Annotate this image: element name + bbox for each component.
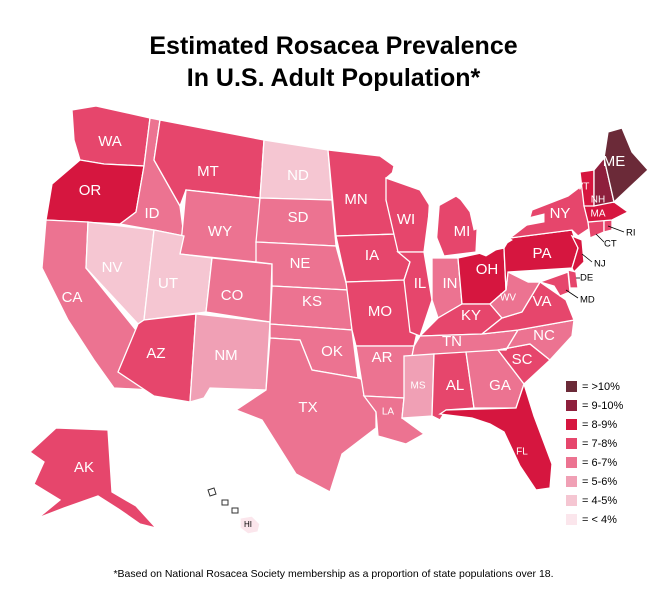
state-ct <box>587 219 605 239</box>
label-ms: MS <box>411 381 426 392</box>
legend-label: = >10% <box>582 380 620 393</box>
legend-item: = 6-7% <box>566 453 623 472</box>
label-va: VA <box>533 293 552 310</box>
label-mo: MO <box>368 303 392 320</box>
label-nj: NJ <box>594 259 606 270</box>
label-ny: NY <box>550 205 571 222</box>
label-wv: WV <box>500 293 516 304</box>
legend-label: = 7-8% <box>582 437 618 450</box>
title-line-1: Estimated Rosacea Prevalence <box>149 32 518 60</box>
label-mi: MI <box>454 223 471 240</box>
state-il <box>396 251 433 337</box>
label-nh: NH <box>591 195 605 206</box>
legend-swatch <box>566 381 577 392</box>
lake-ontario <box>519 213 545 227</box>
label-ca: CA <box>62 289 83 306</box>
label-pa: PA <box>533 245 552 262</box>
label-ut: UT <box>158 275 178 292</box>
legend-item: = >10% <box>566 377 623 396</box>
leader-nj <box>581 253 593 263</box>
label-wy: WY <box>208 223 232 240</box>
legend-swatch <box>566 457 577 468</box>
legend-label: = < 4% <box>582 513 617 526</box>
label-de: DE <box>580 273 593 284</box>
legend-swatch <box>566 514 577 525</box>
label-or: OR <box>79 182 102 199</box>
title-line-2: In U.S. Adult Population* <box>186 64 481 92</box>
legend-swatch <box>566 419 577 430</box>
label-hi: HI <box>244 520 252 529</box>
legend-label: = 9-10% <box>582 399 624 412</box>
legend-label: = 6-7% <box>582 456 618 469</box>
label-oh: OH <box>476 261 499 278</box>
label-sc: SC <box>512 351 533 368</box>
legend-item: = < 4% <box>566 510 623 529</box>
legend-swatch <box>566 400 577 411</box>
legend-label: = 5-6% <box>582 475 618 488</box>
label-az: AZ <box>146 345 165 362</box>
legend-item: = 9-10% <box>566 396 623 415</box>
state-hi <box>239 515 261 535</box>
legend-swatch <box>566 495 577 506</box>
label-al: AL <box>446 377 464 394</box>
label-fl: FL <box>516 447 528 458</box>
lake-huron <box>457 195 485 231</box>
leader-ri <box>607 225 625 233</box>
label-md: MD <box>580 295 595 306</box>
legend-item: = 4-5% <box>566 491 623 510</box>
label-ky: KY <box>461 307 481 324</box>
label-ma: MA <box>591 209 606 220</box>
label-nv: NV <box>102 259 123 276</box>
label-mn: MN <box>344 191 367 208</box>
state-tx <box>234 337 377 493</box>
lake-erie <box>474 235 513 257</box>
label-wi: WI <box>397 211 415 228</box>
label-me: ME <box>603 153 626 170</box>
legend-swatch <box>566 438 577 449</box>
label-ne: NE <box>290 255 311 272</box>
label-nd: ND <box>287 167 309 184</box>
legend-item: = 8-9% <box>566 415 623 434</box>
label-la: LA <box>382 407 395 418</box>
legend-label: = 4-5% <box>582 494 618 507</box>
state-me <box>603 127 649 204</box>
label-ks: KS <box>302 293 322 310</box>
label-id: ID <box>145 205 160 222</box>
state-fl <box>438 381 553 491</box>
label-nm: NM <box>214 347 237 364</box>
label-in: IN <box>443 275 458 292</box>
legend-item: = 5-6% <box>566 472 623 491</box>
label-ia: IA <box>365 247 379 264</box>
lake-michigan <box>427 189 441 253</box>
legend-swatch <box>566 476 577 487</box>
map-title: Estimated Rosacea Prevalence In U.S. Adu… <box>0 30 667 94</box>
lake-superior <box>385 163 454 187</box>
label-il: IL <box>414 275 427 292</box>
label-ar: AR <box>372 349 393 366</box>
leader-ct <box>595 233 605 243</box>
label-sd: SD <box>288 209 309 226</box>
state-ms <box>401 353 435 419</box>
legend: = >10% = 9-10% = 8-9% = 7-8% = 6-7% = 5-6% = 4… <box>566 377 623 529</box>
label-nc: NC <box>533 327 555 344</box>
label-vt: VT <box>577 182 590 193</box>
legend-item: = 7-8% <box>566 434 623 453</box>
label-mt: MT <box>197 163 219 180</box>
label-tn: TN <box>442 333 462 350</box>
label-ri: RI <box>626 228 636 239</box>
label-wa: WA <box>98 133 122 150</box>
label-ct: CT <box>604 239 617 250</box>
label-tx: TX <box>298 399 317 416</box>
label-ga: GA <box>489 377 511 394</box>
leader-md <box>565 289 579 299</box>
state-ak <box>28 427 158 530</box>
footnote: *Based on National Rosacea Society membe… <box>113 568 554 580</box>
label-ak: AK <box>74 459 94 476</box>
label-ok: OK <box>321 343 343 360</box>
state-md <box>528 271 571 297</box>
hawaii-small-islands <box>207 487 239 514</box>
label-co: CO <box>221 287 244 304</box>
legend-label: = 8-9% <box>582 418 618 431</box>
